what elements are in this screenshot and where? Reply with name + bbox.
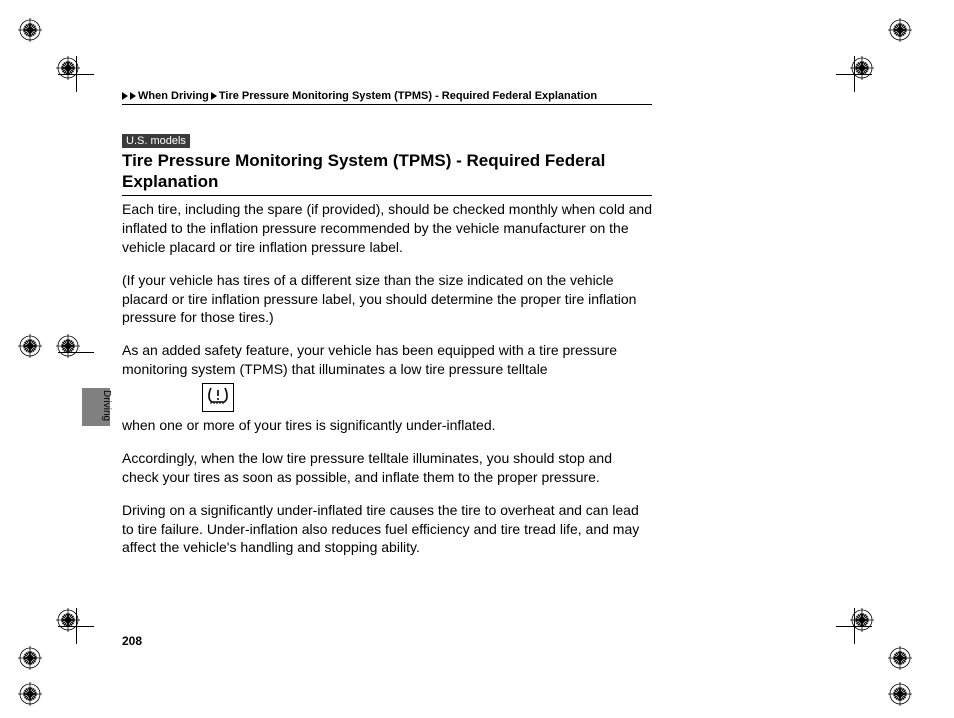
registration-mark-icon bbox=[56, 334, 80, 358]
paragraph: As an added safety feature, your vehicle… bbox=[122, 341, 652, 379]
registration-mark-icon bbox=[888, 18, 912, 42]
paragraph: Accordingly, when the low tire pressure … bbox=[122, 449, 652, 487]
breadcrumb-arrow-icon bbox=[130, 92, 136, 100]
crop-line bbox=[854, 608, 855, 644]
section-label: Driving bbox=[101, 390, 112, 421]
tpms-icon-row bbox=[122, 383, 652, 412]
paragraph: Each tire, including the spare (if provi… bbox=[122, 200, 652, 257]
crop-line bbox=[76, 56, 77, 92]
breadcrumb-arrow-icon bbox=[122, 92, 128, 100]
registration-mark-icon bbox=[888, 682, 912, 706]
page-number: 208 bbox=[122, 634, 142, 648]
body-content: Each tire, including the spare (if provi… bbox=[122, 200, 652, 571]
crop-line bbox=[58, 352, 94, 353]
registration-mark-icon bbox=[18, 18, 42, 42]
paragraph: when one or more of your tires is signif… bbox=[122, 416, 652, 435]
crop-line bbox=[854, 56, 855, 92]
breadcrumb: When Driving Tire Pressure Monitoring Sys… bbox=[122, 90, 652, 105]
breadcrumb-arrow-icon bbox=[211, 92, 217, 100]
paragraph: (If your vehicle has tires of a differen… bbox=[122, 271, 652, 328]
registration-mark-icon bbox=[18, 682, 42, 706]
tpms-telltale-icon bbox=[202, 383, 234, 412]
registration-mark-icon bbox=[888, 646, 912, 670]
breadcrumb-part2: Tire Pressure Monitoring System (TPMS) -… bbox=[219, 90, 597, 102]
crop-line bbox=[76, 608, 77, 644]
model-badge: U.S. models bbox=[122, 134, 190, 148]
page-title: Tire Pressure Monitoring System (TPMS) -… bbox=[122, 150, 652, 196]
registration-mark-icon bbox=[18, 646, 42, 670]
paragraph: Driving on a significantly under-inflate… bbox=[122, 501, 652, 558]
breadcrumb-part1: When Driving bbox=[138, 90, 209, 102]
registration-mark-icon bbox=[18, 334, 42, 358]
